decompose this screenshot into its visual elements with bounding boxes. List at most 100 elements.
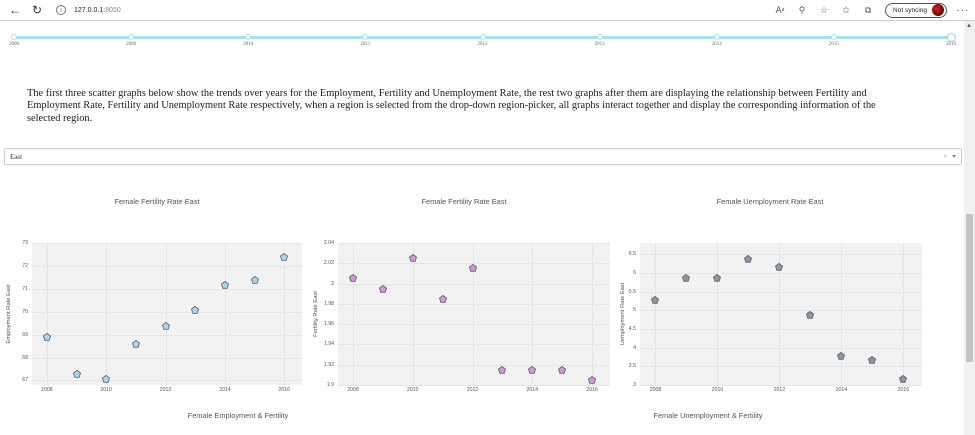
data-point-pentagon-icon[interactable] [408, 249, 417, 262]
clear-icon[interactable]: × [943, 153, 947, 160]
slider-label-2014[interactable]: 2014 [711, 42, 722, 47]
zoom-icon[interactable]: ⚲ [798, 4, 806, 15]
data-point-pentagon-icon[interactable] [191, 301, 200, 314]
data-point-pentagon-icon[interactable] [682, 269, 691, 282]
slider-mark-2014[interactable] [713, 34, 720, 40]
gridline [32, 334, 302, 336]
y-tick-label: 2.02 [323, 260, 334, 267]
slider-mark-2009[interactable] [128, 34, 135, 40]
gridline [338, 283, 610, 285]
gridline [903, 243, 905, 385]
data-point-pentagon-icon[interactable] [837, 347, 846, 361]
data-point-pentagon-icon[interactable] [588, 371, 597, 384]
x-tick-label: 2012 [773, 387, 786, 393]
gridline [640, 254, 922, 256]
data-point-pentagon-icon[interactable] [528, 361, 537, 374]
y-tick-label: 1.98 [323, 300, 334, 307]
scrollbar-thumb[interactable] [966, 214, 973, 362]
slider-label-2013[interactable]: 2013 [594, 42, 605, 47]
y-tick-label: 4 [633, 344, 636, 351]
gridline [338, 303, 610, 305]
slider-label-2012[interactable]: 2012 [477, 42, 488, 47]
collections-icon[interactable]: ⧉ [864, 4, 872, 15]
data-point-pentagon-icon[interactable] [161, 317, 170, 330]
address-bar[interactable]: i 127.0.0.1 :8050 [56, 1, 121, 19]
data-point-pentagon-icon[interactable] [806, 306, 815, 320]
data-point-pentagon-icon[interactable] [131, 335, 140, 348]
gridline [338, 344, 610, 346]
slider-label-2010[interactable]: 2010 [243, 42, 254, 47]
slider-mark-2008[interactable] [11, 34, 17, 40]
vertical-scrollbar[interactable]: ▲ [964, 21, 975, 435]
info-icon[interactable]: i [56, 5, 66, 15]
favorites-icon[interactable]: ✩ [842, 4, 850, 15]
y-tick-label: 1.9 [326, 382, 334, 388]
slider-label-2016[interactable]: 2016 [946, 42, 956, 47]
slider-mark-2012[interactable] [479, 34, 486, 40]
data-point-pentagon-icon[interactable] [42, 328, 51, 342]
data-point-pentagon-icon[interactable] [438, 290, 447, 303]
refresh-button[interactable]: ↻ [26, 0, 48, 20]
y-tick-label: 3 [633, 382, 636, 388]
slider-label-2008[interactable]: 2008 [9, 42, 19, 47]
data-point-pentagon-icon[interactable] [498, 361, 507, 374]
slider-mark-2011[interactable] [362, 34, 369, 40]
gridline [338, 364, 610, 366]
y-tick-label: 5.5 [628, 288, 636, 295]
gridline [32, 288, 302, 290]
data-point-pentagon-icon[interactable] [651, 291, 660, 305]
x-tick-label: 2014 [526, 387, 539, 393]
more-menu-button[interactable]: ··· [956, 4, 970, 16]
data-point-pentagon-icon[interactable] [72, 365, 81, 378]
y-axis-label-3: Uemployment Rate East [620, 282, 626, 346]
gridline [165, 243, 167, 385]
slider-mark-2010[interactable] [245, 34, 252, 40]
data-point-pentagon-icon[interactable] [220, 276, 229, 289]
refresh-icon: ↻ [31, 3, 43, 17]
data-point-pentagon-icon[interactable] [468, 259, 477, 273]
data-point-pentagon-icon[interactable] [558, 361, 567, 374]
employment-fertility-chart-title: Female Employment & Fertility [187, 411, 289, 420]
back-button[interactable]: ← [4, 0, 26, 20]
chevron-down-icon[interactable] [952, 155, 956, 158]
avatar [932, 4, 944, 16]
page-content: 2008 2009 2010 2011 2012 2013 2014 2015 2016 The… [0, 21, 964, 435]
y-tick-label: 5 [633, 307, 636, 314]
slider-label-2011[interactable]: 2011 [360, 42, 371, 47]
x-tick-label: 2014 [835, 387, 848, 393]
data-point-pentagon-icon[interactable] [280, 248, 289, 261]
data-point-pentagon-icon[interactable] [713, 269, 722, 282]
gridline [717, 243, 719, 385]
slider-label-2015[interactable]: 2015 [828, 42, 839, 47]
gridline [284, 243, 286, 385]
scroll-up-icon[interactable]: ▲ [966, 23, 972, 29]
gridline [338, 263, 610, 265]
profile-sync-button[interactable]: Not syncing [885, 2, 947, 18]
x-tick-label: 2008 [347, 387, 359, 393]
y-tick-label: 1.96 [323, 321, 334, 328]
region-picker-dropdown[interactable]: East × [4, 148, 962, 165]
gridline [32, 380, 302, 382]
y-tick-label: 70 [22, 308, 28, 315]
add-favorite-icon[interactable]: ☆ [819, 4, 829, 15]
y-tick-label: 1.92 [323, 361, 334, 368]
gridline [532, 243, 534, 385]
data-point-pentagon-icon[interactable] [348, 269, 357, 283]
data-point-pentagon-icon[interactable] [102, 370, 111, 383]
y-tick-label: 69 [22, 331, 28, 338]
data-point-pentagon-icon[interactable] [868, 351, 877, 364]
data-point-pentagon-icon[interactable] [744, 250, 753, 264]
data-point-pentagon-icon[interactable] [250, 271, 259, 284]
chart-title-3: Female Uemployment Rate East [716, 197, 824, 206]
slider-mark-2013[interactable] [596, 34, 603, 40]
data-point-pentagon-icon[interactable] [899, 370, 908, 383]
slider-handle[interactable] [946, 32, 956, 42]
gridline [640, 366, 922, 368]
x-tick-label: 2012 [159, 387, 172, 393]
slider-mark-2015[interactable] [830, 34, 837, 40]
slider-label-2009[interactable]: 2009 [126, 42, 137, 47]
scatter-plot-area-1[interactable] [32, 243, 302, 385]
data-point-pentagon-icon[interactable] [378, 280, 387, 293]
data-point-pentagon-icon[interactable] [775, 258, 784, 271]
